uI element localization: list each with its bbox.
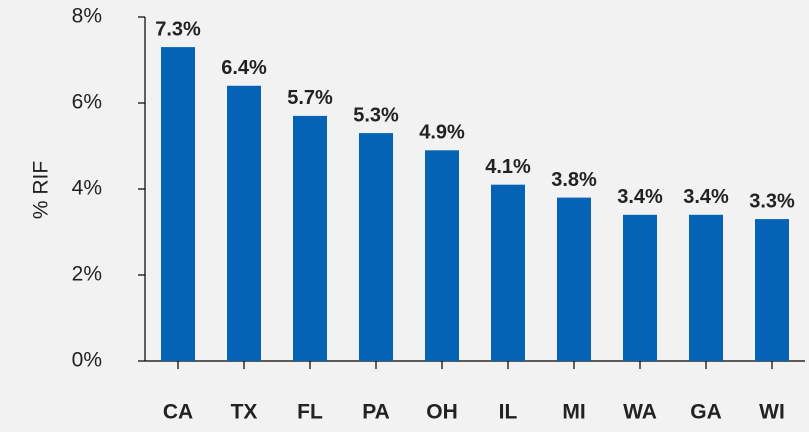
bar (557, 197, 591, 361)
x-tick-label: GA (690, 401, 722, 424)
value-label: 3.4% (617, 186, 663, 208)
value-label: 4.9% (419, 122, 465, 144)
x-tick-label: WI (759, 401, 785, 424)
value-label: 7.3% (155, 18, 201, 40)
bar (359, 133, 393, 361)
y-axis-label: % RIF (30, 161, 53, 219)
bar (623, 214, 657, 361)
y-tick-label: 4% (72, 177, 102, 200)
bar (425, 150, 459, 361)
value-label: 5.7% (287, 87, 333, 109)
value-label: 5.3% (353, 104, 399, 126)
bar (755, 219, 789, 361)
bar (689, 214, 723, 361)
value-label: 3.8% (551, 169, 597, 191)
value-label: 3.4% (683, 186, 729, 208)
x-tick-label: FL (297, 401, 323, 424)
y-tick-label: 6% (72, 91, 102, 114)
y-tick-label: 0% (72, 349, 102, 372)
y-tick-label: 8% (72, 5, 102, 28)
value-label: 3.3% (749, 190, 795, 212)
x-tick-label: TX (231, 401, 258, 424)
x-tick-label: CA (163, 401, 193, 424)
value-label: 4.1% (485, 156, 531, 178)
bar (293, 115, 327, 362)
bar (491, 184, 525, 361)
x-tick-label: OH (426, 401, 458, 424)
value-label: 6.4% (221, 57, 267, 79)
y-tick-label: 2% (72, 263, 102, 286)
bar (161, 47, 195, 361)
x-tick-label: WA (623, 401, 657, 424)
x-tick-label: IL (499, 401, 518, 424)
bar (227, 85, 261, 362)
x-tick-label: PA (362, 401, 390, 424)
x-tick-label: MI (562, 401, 585, 424)
